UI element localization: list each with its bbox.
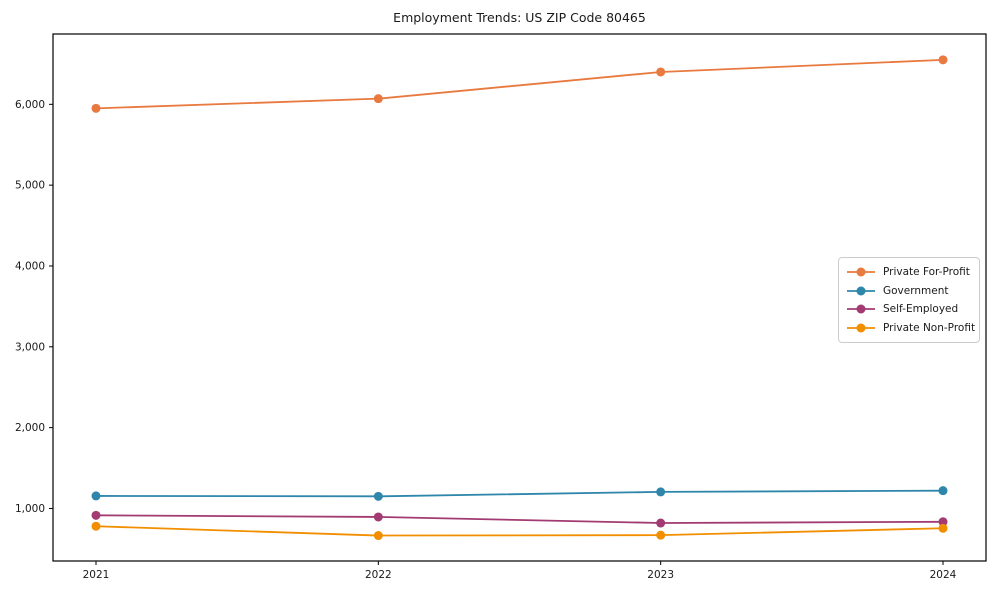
x-tick-label: 2021 (83, 569, 110, 581)
legend-label-private-non-profit: Private Non-Profit (883, 321, 976, 334)
data-point-government (91, 491, 101, 501)
series-line-private-for-profit (95, 58, 944, 110)
data-point-government (373, 491, 383, 501)
legend-swatch-self-employed (847, 304, 875, 314)
legend-swatch-private-non-profit (847, 323, 875, 333)
data-point-self-employed (373, 512, 383, 522)
x-tick-label: 2024 (930, 569, 957, 581)
data-point-self-employed (656, 518, 666, 528)
legend-label-government: Government (883, 284, 949, 297)
y-tick-label: 6,000 (15, 99, 45, 111)
data-point-government (656, 487, 666, 497)
data-point-private-non-profit (938, 523, 948, 533)
legend-label-self-employed: Self-Employed (883, 303, 959, 316)
data-point-private-for-profit (656, 67, 666, 77)
y-tick-label: 4,000 (15, 260, 45, 272)
legend-swatch-private-for-profit (847, 267, 875, 277)
axes-frame (52, 33, 987, 562)
legend-item-government: Government (846, 282, 971, 301)
legend-item-private-for-profit: Private For-Profit (846, 263, 971, 282)
legend-item-private-non-profit: Private Non-Profit (846, 319, 975, 338)
data-point-private-non-profit (91, 521, 101, 531)
y-tick-label: 3,000 (15, 341, 45, 353)
x-tick-label: 2023 (647, 569, 674, 581)
legend-label-private-for-profit: Private For-Profit (883, 266, 970, 279)
legend: Private For-Profit Government Self-Employe… (838, 257, 980, 343)
y-tick-label: 5,000 (15, 180, 45, 192)
legend-swatch-government (847, 286, 875, 296)
data-point-private-non-profit (656, 530, 666, 540)
series-line-government (95, 489, 944, 498)
data-point-self-employed (91, 510, 101, 520)
data-point-self-employed (938, 517, 948, 527)
series-line-private-non-profit (95, 525, 944, 537)
data-point-private-for-profit (373, 94, 383, 104)
data-point-private-for-profit (91, 103, 101, 113)
y-tick-label: 2,000 (15, 422, 45, 434)
series-line-self-employed (95, 514, 944, 524)
chart-title: Employment Trends: US ZIP Code 80465 (393, 10, 646, 25)
data-point-government (938, 486, 948, 496)
data-point-private-for-profit (938, 55, 948, 65)
x-tick-label: 2022 (365, 569, 392, 581)
data-point-private-non-profit (373, 531, 383, 541)
legend-item-self-employed: Self-Employed (846, 300, 971, 319)
y-tick-label: 1,000 (15, 503, 45, 515)
